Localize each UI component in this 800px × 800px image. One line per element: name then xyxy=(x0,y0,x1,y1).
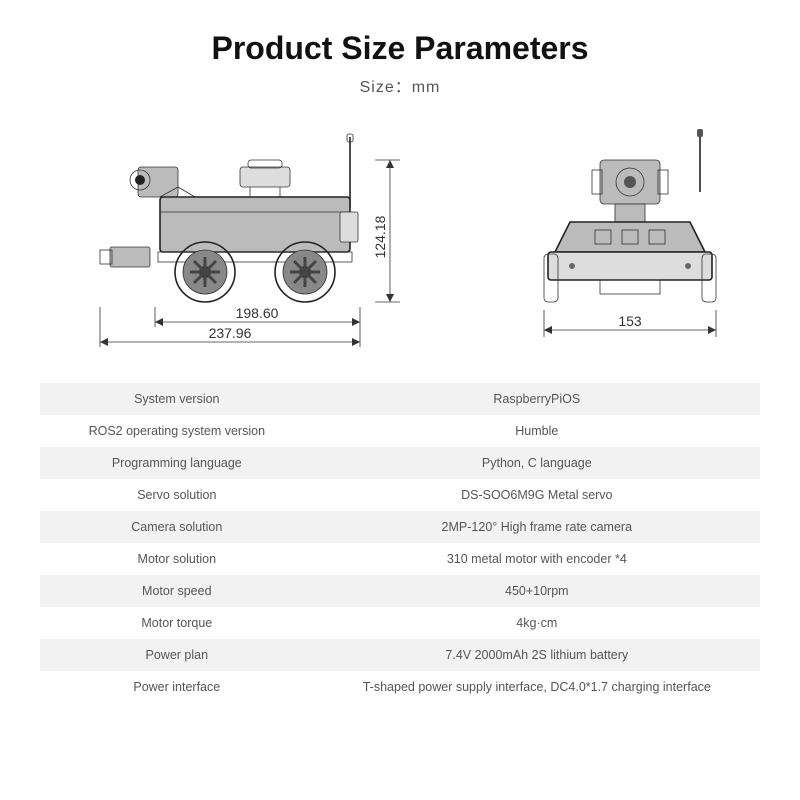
dim-inner-width: 198.60 xyxy=(236,305,279,321)
spec-value: 4kg·cm xyxy=(314,607,760,639)
spec-value: 310 metal motor with encoder *4 xyxy=(314,543,760,575)
spec-label: Power plan xyxy=(40,639,314,671)
table-row: Camera solution2MP-120° High frame rate … xyxy=(40,511,760,543)
spec-value: 2MP-120° High frame rate camera xyxy=(314,511,760,543)
table-row: Power plan7.4V 2000mAh 2S lithium batter… xyxy=(40,639,760,671)
specs-table: System versionRaspberryPiOSROS2 operatin… xyxy=(40,383,760,703)
spec-label: ROS2 operating system version xyxy=(40,415,314,447)
table-row: Programming languagePython, C language xyxy=(40,447,760,479)
spec-value: T-shaped power supply interface, DC4.0*1… xyxy=(314,671,760,703)
spec-value: 450+10rpm xyxy=(314,575,760,607)
dim-height: 124.18 xyxy=(372,215,388,258)
dim-outer-width: 237.96 xyxy=(209,325,252,341)
table-row: Motor speed450+10rpm xyxy=(40,575,760,607)
spec-value: DS-SOO6M9G Metal servo xyxy=(314,479,760,511)
spec-value: RaspberryPiOS xyxy=(314,383,760,415)
spec-label: System version xyxy=(40,383,314,415)
table-row: System versionRaspberryPiOS xyxy=(40,383,760,415)
page-subtitle: Size：mm xyxy=(40,73,760,97)
spec-label: Programming language xyxy=(40,447,314,479)
spec-value: Humble xyxy=(314,415,760,447)
spec-label: Camera solution xyxy=(40,511,314,543)
spec-value: Python, C language xyxy=(314,447,760,479)
spec-label: Servo solution xyxy=(40,479,314,511)
table-row: ROS2 operating system versionHumble xyxy=(40,415,760,447)
spec-label: Power interface xyxy=(40,671,314,703)
front-view-diagram: 153 xyxy=(500,112,760,377)
spec-label: Motor solution xyxy=(40,543,314,575)
table-row: Motor solution310 metal motor with encod… xyxy=(40,543,760,575)
side-view-diagram: 124.18 198.60 237.96 xyxy=(40,112,450,377)
wheel-rear-icon xyxy=(275,242,335,302)
dim-front-width: 153 xyxy=(618,313,642,329)
page-title: Product Size Parameters xyxy=(40,30,760,67)
diagram-row: 124.18 198.60 237.96 xyxy=(40,107,760,377)
spec-label: Motor torque xyxy=(40,607,314,639)
spec-value: 7.4V 2000mAh 2S lithium battery xyxy=(314,639,760,671)
table-row: Motor torque4kg·cm xyxy=(40,607,760,639)
spec-label: Motor speed xyxy=(40,575,314,607)
wheel-front-icon xyxy=(175,242,235,302)
table-row: Servo solutionDS-SOO6M9G Metal servo xyxy=(40,479,760,511)
table-row: Power interfaceT-shaped power supply int… xyxy=(40,671,760,703)
